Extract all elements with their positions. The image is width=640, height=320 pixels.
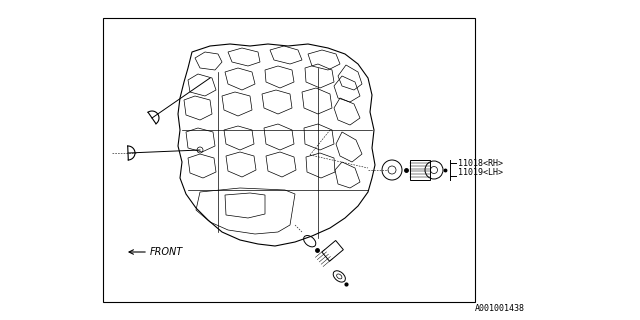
Bar [410,160,430,180]
Text: 11018<RH>: 11018<RH> [458,159,503,168]
Text: FRONT: FRONT [150,247,183,257]
Bar [103,18,475,302]
Text: 11019<LH>: 11019<LH> [458,168,503,177]
Text: A001001438: A001001438 [475,304,525,313]
Bar [322,240,343,261]
